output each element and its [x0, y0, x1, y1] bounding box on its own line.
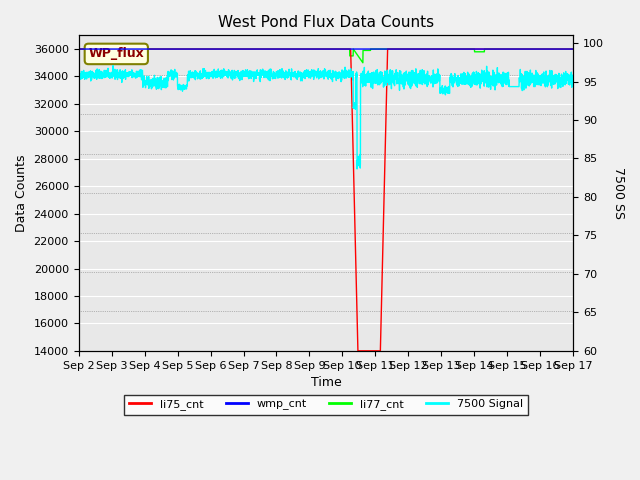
Y-axis label: 7500 SS: 7500 SS: [612, 167, 625, 219]
Legend: li75_cnt, wmp_cnt, li77_cnt, 7500 Signal: li75_cnt, wmp_cnt, li77_cnt, 7500 Signal: [124, 395, 528, 415]
Title: West Pond Flux Data Counts: West Pond Flux Data Counts: [218, 15, 434, 30]
Text: WP_flux: WP_flux: [88, 48, 144, 60]
Y-axis label: Data Counts: Data Counts: [15, 155, 28, 232]
X-axis label: Time: Time: [310, 376, 341, 389]
